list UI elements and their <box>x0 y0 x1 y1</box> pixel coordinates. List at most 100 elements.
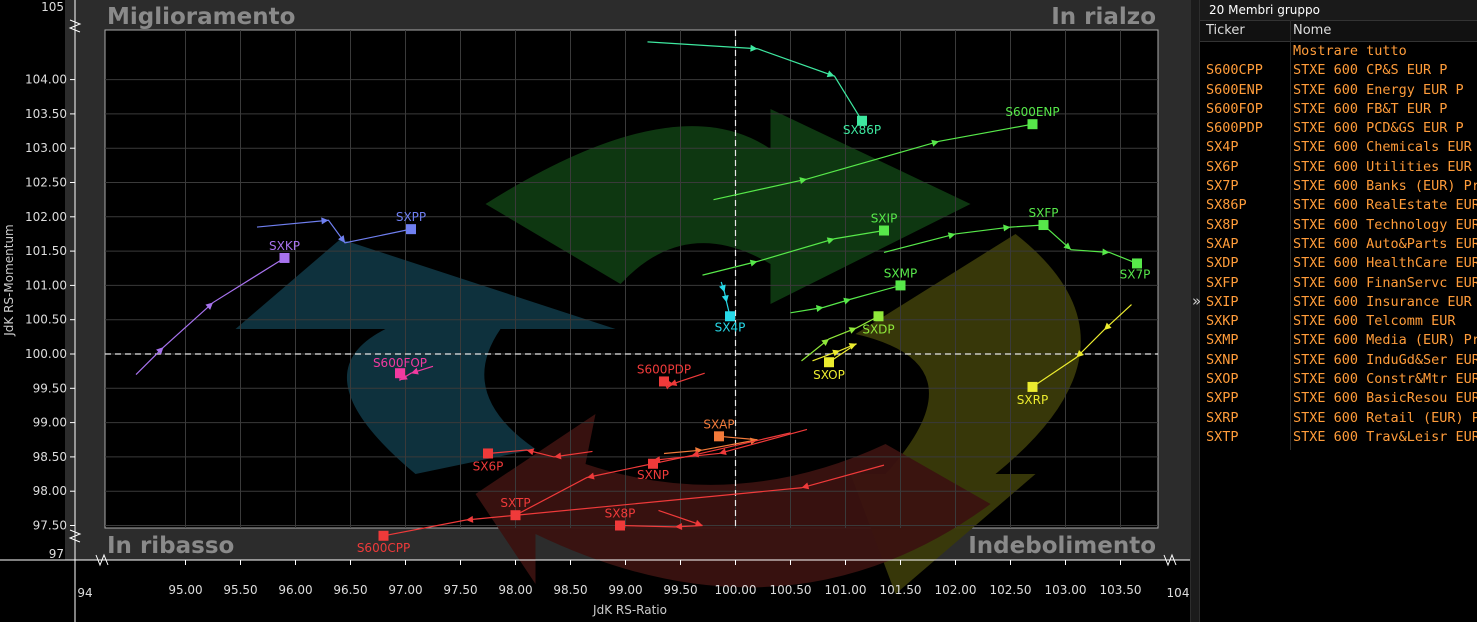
ticker-name: STXE 600 Technology EUR <box>1293 216 1477 233</box>
y-tick-label: 102.00 <box>25 210 67 224</box>
x-axis-break-left <box>95 553 109 567</box>
ticker-row[interactable]: SXIP STXE 600 Insurance EUR <box>1200 293 1477 312</box>
ticker-row[interactable]: SXAP STXE 600 Auto&Parts EUR <box>1200 235 1477 254</box>
ticker-name: STXE 600 PCD&GS EUR P <box>1293 120 1464 137</box>
rrg-chart: 95.00 95.50 96.00 96.50 97.00 97.50 98.00 98.50… <box>0 0 1190 622</box>
y-tick-label: 103.00 <box>25 141 67 155</box>
ticker-row[interactable]: S600ENP STXE 600 Energy EUR P <box>1200 81 1477 100</box>
ticker-name: STXE 600 BasicResou EUR <box>1293 390 1477 407</box>
ticker-name: STXE 600 Utilities EUR <box>1293 158 1472 175</box>
ticker-code: SX6P <box>1206 158 1239 175</box>
series-label: SX4P <box>715 320 746 334</box>
series-tail-line <box>812 343 857 363</box>
tail-arrow-marker <box>1102 248 1110 256</box>
ticker-name: STXE 600 Energy EUR P <box>1293 81 1464 98</box>
tail-arrow-marker <box>719 284 726 293</box>
tail-arrow-marker <box>466 515 474 523</box>
ticker-row[interactable]: S600PDP STXE 600 PCD&GS EUR P <box>1200 119 1477 138</box>
ticker-row[interactable]: SXMP STXE 600 Media (EUR) Pr <box>1200 331 1477 350</box>
series-label: SXNP <box>637 468 669 482</box>
ticker-row[interactable]: S600FOP STXE 600 FB&T EUR P <box>1200 100 1477 119</box>
ticker-name: STXE 600 Insurance EUR <box>1293 293 1472 310</box>
ticker-row[interactable]: SXPP STXE 600 BasicResou EUR <box>1200 389 1477 408</box>
column-header-ticker[interactable]: Ticker <box>1206 23 1245 38</box>
series-head-marker <box>279 252 290 263</box>
series-head-marker <box>1027 381 1038 392</box>
y-tick-label: 99.50 <box>33 381 67 395</box>
series-head-marker <box>1132 258 1142 269</box>
tail-arrow-marker <box>675 523 683 531</box>
y-tick-label: 99.00 <box>33 416 67 430</box>
ticker-row[interactable]: SX4P STXE 600 Chemicals EUR <box>1200 138 1477 157</box>
ticker-row[interactable]: SX86P STXE 600 RealEstate EUR <box>1200 196 1477 215</box>
series-tail-line <box>1043 224 1138 265</box>
x-tick-label: 101.50 <box>880 583 922 597</box>
series-tail-line <box>663 435 758 455</box>
series-head-marker <box>895 280 906 291</box>
y-tick-label: 103.50 <box>25 107 67 121</box>
ticker-code: S600ENP <box>1206 81 1263 98</box>
top-band <box>105 0 1190 30</box>
tail-arrow-marker <box>848 327 857 334</box>
tail-arrow-marker <box>1003 224 1011 232</box>
panel-divider[interactable] <box>1190 0 1200 622</box>
ticker-code: SXDP <box>1206 255 1239 272</box>
series-tail-line <box>801 315 879 362</box>
series-label: SX7P <box>1120 267 1151 281</box>
ticker-name: STXE 600 FinanServc EUR <box>1293 274 1477 291</box>
y-tick-label: 98.50 <box>33 450 67 464</box>
x-tick-label: 103.00 <box>1045 583 1087 597</box>
tail-arrow-marker <box>931 139 939 147</box>
ticker-name: STXE 600 Retail (EUR) Pr <box>1293 409 1477 426</box>
y-axis-max-label: 105 <box>41 0 64 14</box>
show-all-link[interactable]: Mostrare tutto <box>1293 43 1407 59</box>
series-label: SXDP <box>862 322 894 336</box>
ticker-name: STXE 600 Banks (EUR) Pr <box>1293 178 1477 195</box>
x-tick-label: 102.00 <box>935 583 977 597</box>
series-tail-line <box>647 41 863 122</box>
tail-arrow-marker <box>947 232 956 240</box>
tail-arrow-marker <box>832 349 840 357</box>
column-header-name[interactable]: Nome <box>1293 23 1332 38</box>
series-tail-line <box>1032 304 1132 388</box>
tail-arrow-marker <box>750 44 758 52</box>
series-label: S600ENP <box>1005 105 1059 119</box>
tail-arrow-marker <box>719 448 727 456</box>
ticker-row[interactable]: SXTP STXE 600 Trav&Leisr EUR <box>1200 428 1477 447</box>
tail-arrow-marker <box>826 70 835 78</box>
x-axis-min-label: 94 <box>77 586 92 600</box>
series-sxkp: SXKP <box>135 239 300 376</box>
collapse-panel-icon[interactable]: » <box>1192 292 1202 310</box>
series-label: SX8P <box>605 507 636 521</box>
ticker-code: SX7P <box>1206 178 1239 195</box>
series-head-marker <box>879 225 889 236</box>
series-label: SXIP <box>871 212 898 226</box>
ticker-row[interactable]: SXDP STXE 600 HealthCare EUR <box>1200 254 1477 273</box>
series-s600fop: S600FOP <box>373 356 434 382</box>
show-all-row[interactable]: Mostrare tutto <box>1200 42 1477 61</box>
x-tick-label: 100.50 <box>770 583 812 597</box>
x-tick-label: 98.50 <box>553 583 587 597</box>
tail-arrow-marker <box>1076 350 1084 358</box>
y-axis-label: JdK RS-Momentum <box>2 224 16 337</box>
series-head-marker <box>483 448 493 459</box>
ticker-row[interactable]: SX6P STXE 600 Utilities EUR <box>1200 158 1477 177</box>
tail-arrow-marker <box>321 217 329 225</box>
ticker-row[interactable]: SXNP STXE 600 InduGd&Ser EUR <box>1200 351 1477 370</box>
ticker-code: SXOP <box>1206 371 1239 388</box>
ticker-row[interactable]: SXFP STXE 600 FinanServc EUR <box>1200 274 1477 293</box>
panel-column-header: Ticker Nome <box>1200 21 1477 42</box>
ticker-code: SX86P <box>1206 197 1247 214</box>
ticker-row[interactable]: S600CPP STXE 600 CP&S EUR P <box>1200 61 1477 80</box>
tail-arrow-marker <box>694 519 703 527</box>
ticker-row[interactable]: SXOP STXE 600 Constr&Mtr EUR <box>1200 370 1477 389</box>
ticker-row[interactable]: SXKP STXE 600 Telcomm EUR <box>1200 312 1477 331</box>
ticker-name: STXE 600 Auto&Parts EUR <box>1293 235 1477 252</box>
x-tick-label: 100.00 <box>715 583 757 597</box>
ticker-code: SXIP <box>1206 293 1239 310</box>
ticker-row[interactable]: SX7P STXE 600 Banks (EUR) Pr <box>1200 177 1477 196</box>
tail-arrow-marker <box>843 297 851 305</box>
ticker-row[interactable]: SXRP STXE 600 Retail (EUR) Pr <box>1200 409 1477 428</box>
left-band <box>65 0 105 560</box>
ticker-row[interactable]: SX8P STXE 600 Technology EUR <box>1200 216 1477 235</box>
